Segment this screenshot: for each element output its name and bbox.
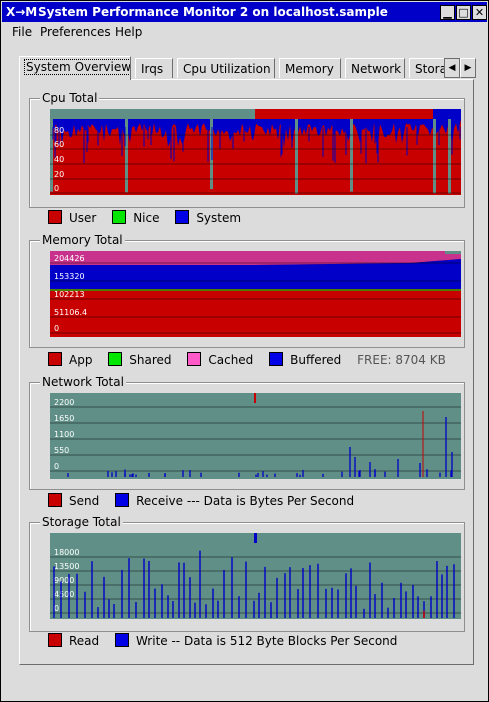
tab-system-overview[interactable]: System Overview xyxy=(19,56,131,80)
tab-irqs[interactable]: Irqs xyxy=(135,58,173,78)
memory-buffered-area xyxy=(50,259,461,289)
cpu-total-title: Cpu Total xyxy=(40,90,100,106)
storage-total-title: Storage Total xyxy=(40,514,123,530)
legend-user: User xyxy=(69,211,97,225)
y-tick-label: 60 xyxy=(54,140,64,149)
receive-swatch xyxy=(115,493,130,507)
storage-background xyxy=(50,533,461,619)
y-tick-label: 550 xyxy=(54,446,69,455)
menu-file[interactable]: File xyxy=(12,25,33,39)
legend-read: Read xyxy=(69,634,100,648)
app-swatch xyxy=(48,352,62,366)
cpu-idle-spike xyxy=(433,119,436,194)
close-button[interactable]: ✕ xyxy=(472,5,487,20)
cpu-idle-spike xyxy=(50,119,53,192)
shared-swatch xyxy=(108,352,123,366)
minimize-button[interactable]: ▁ xyxy=(440,5,455,20)
tab-memory[interactable]: Memory xyxy=(279,58,341,78)
x-app-icon[interactable]: X→M xyxy=(6,5,38,19)
y-tick-label: 0 xyxy=(54,324,59,333)
y-tick-label: 0 xyxy=(54,462,59,471)
storage-chart: 18000 13500 9000 4500 0 xyxy=(50,533,461,619)
user-swatch xyxy=(48,210,62,224)
legend-buffered: Buffered xyxy=(290,353,342,367)
storage-total-group: Storage Total 18000 13500 9000 4500 0 xyxy=(29,514,465,632)
system-swatch xyxy=(175,210,190,224)
send-swatch xyxy=(48,493,62,507)
cpu-system-area xyxy=(50,119,461,148)
y-tick-label: 2200 xyxy=(54,398,74,407)
read-swatch xyxy=(48,633,62,647)
window-title: System Performance Monitor 2 on localhos… xyxy=(38,5,388,19)
memory-chart: 204426 153320 102213 51106.4 0 xyxy=(50,251,461,337)
menu-help[interactable]: Help xyxy=(115,25,143,39)
network-total-group: Network Total 2200 1650 1100 550 0 xyxy=(29,374,465,490)
network-background xyxy=(50,393,461,479)
cached-swatch xyxy=(187,352,202,366)
legend-nice: Nice xyxy=(133,211,160,225)
y-tick-label: 0 xyxy=(54,604,59,613)
y-tick-label: 20 xyxy=(54,170,64,179)
y-tick-label: 1650 xyxy=(54,414,74,423)
memory-free-area xyxy=(445,251,461,254)
legend-shared: Shared xyxy=(129,353,172,367)
cpu-system-band xyxy=(433,109,461,119)
y-tick-label: 102213 xyxy=(54,290,85,299)
system-overview-panel: Cpu Total 80 60 40 20 0 User Nice System Mem… xyxy=(19,79,474,665)
y-tick-label: 13500 xyxy=(54,562,79,571)
tab-scroll-right-button[interactable]: ▶ xyxy=(460,58,476,78)
legend-write: Write -- Data is 512 Byte Blocks Per Sec… xyxy=(135,634,398,648)
legend-system: System xyxy=(196,211,242,225)
memory-legend: App Shared Cached Buffered FREE: 8704 KB xyxy=(48,352,446,368)
tab-storage[interactable]: Storage xyxy=(409,58,445,78)
network-legend: Send Receive --- Data is Bytes Per Secon… xyxy=(48,493,354,509)
cpu-idle-spike xyxy=(350,119,353,192)
tab-scroll-left-button[interactable]: ◀ xyxy=(444,58,460,78)
nice-swatch xyxy=(112,210,127,224)
free-memory-label: FREE: 8704 KB xyxy=(357,353,446,367)
y-tick-label: 1100 xyxy=(54,430,74,439)
tab-cpu-utilization[interactable]: Cpu Utilization xyxy=(177,58,275,78)
network-total-title: Network Total xyxy=(40,374,126,390)
menu-bar: File Preferences Help xyxy=(2,22,487,42)
cpu-total-group: Cpu Total 80 60 40 20 0 xyxy=(29,90,465,208)
memory-total-title: Memory Total xyxy=(40,232,125,248)
y-tick-label: 18000 xyxy=(54,548,79,557)
tab-strip: System Overview Irqs Cpu Utilization Mem… xyxy=(19,56,479,80)
storage-legend: Read Write -- Data is 512 Byte Blocks Pe… xyxy=(48,633,397,649)
legend-receive: Receive --- Data is Bytes Per Second xyxy=(136,494,355,508)
cpu-idle-band xyxy=(50,109,255,119)
y-tick-label: 51106.4 xyxy=(54,308,87,317)
network-send-spike xyxy=(254,393,256,403)
storage-write-spike xyxy=(254,533,257,543)
y-tick-label: 40 xyxy=(54,155,64,164)
legend-send: Send xyxy=(69,494,100,508)
y-tick-label: 0 xyxy=(54,184,59,193)
maximize-button[interactable]: □ xyxy=(456,5,471,20)
y-tick-label: 80 xyxy=(54,126,64,135)
menu-preferences[interactable]: Preferences xyxy=(40,25,111,39)
memory-total-group: Memory Total 204426 153320 102213 51106.4 0 xyxy=(29,232,465,348)
cpu-idle-spike xyxy=(125,119,128,193)
tab-network[interactable]: Network xyxy=(345,58,405,78)
title-bar[interactable]: X→M System Performance Monitor 2 on loca… xyxy=(2,2,487,22)
write-swatch xyxy=(114,633,129,647)
y-tick-label: 4500 xyxy=(54,590,74,599)
cpu-chart: 80 60 40 20 0 xyxy=(50,109,461,195)
cpu-user-band xyxy=(255,109,433,119)
cpu-legend: User Nice System xyxy=(48,210,253,226)
y-tick-label: 204426 xyxy=(54,254,85,263)
y-tick-label: 153320 xyxy=(54,272,85,281)
y-tick-label: 9000 xyxy=(54,576,74,585)
network-chart: 2200 1650 1100 550 0 xyxy=(50,393,461,479)
cpu-idle-spike xyxy=(448,119,451,194)
buffered-swatch xyxy=(269,352,284,366)
legend-cached: Cached xyxy=(208,353,254,367)
cpu-idle-spike xyxy=(295,119,298,194)
memory-cached-area xyxy=(50,251,461,265)
legend-app: App xyxy=(69,353,93,367)
